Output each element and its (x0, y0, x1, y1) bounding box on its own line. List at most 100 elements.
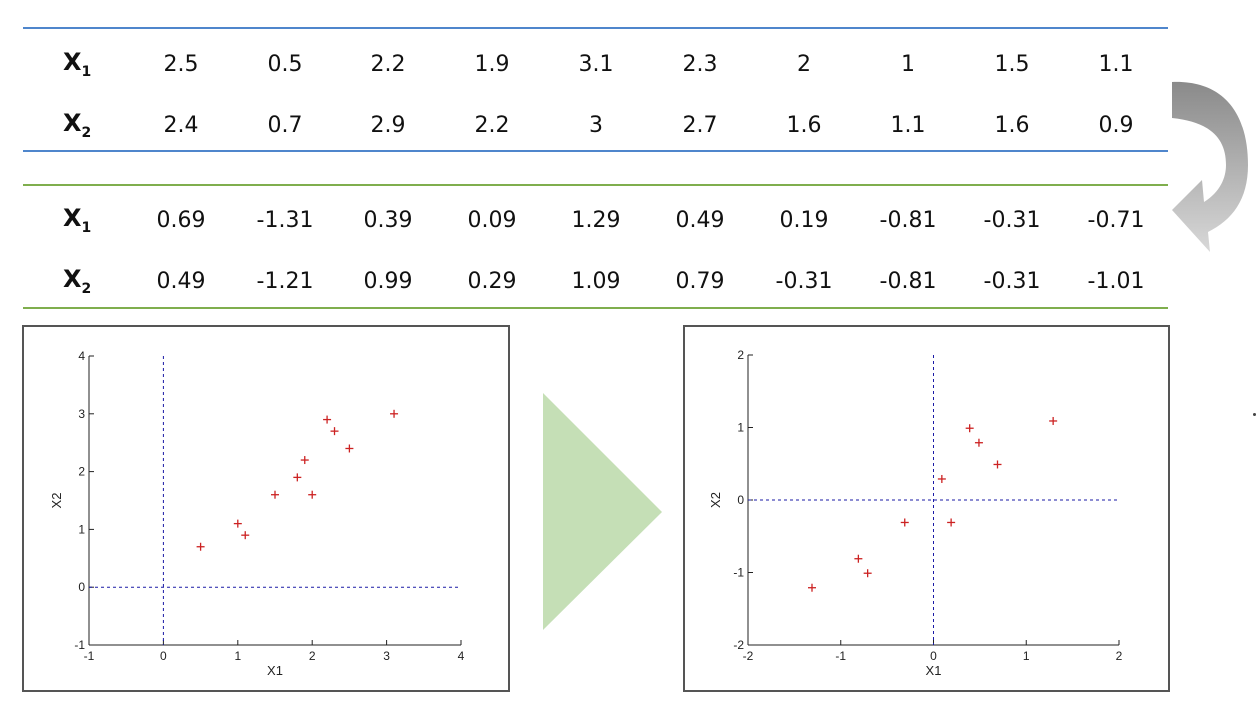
data-point (345, 444, 354, 453)
mid-blue-rule (23, 150, 1168, 152)
data-point (293, 473, 302, 482)
table-cell: -0.81 (879, 269, 937, 294)
y-axis-label: X2 (49, 493, 64, 509)
x-tick-label: 4 (458, 649, 465, 663)
table-cell: 3 (589, 113, 603, 138)
table-cell: 1.29 (571, 208, 621, 233)
y-tick-label: 2 (78, 465, 85, 479)
data-point (947, 518, 956, 527)
x-tick-label: 1 (1023, 649, 1030, 663)
y-tick-label: 4 (78, 349, 85, 363)
stray-dot (1253, 413, 1256, 416)
table-cell: -0.81 (879, 208, 937, 233)
transform-triangle-icon (543, 393, 662, 630)
data-point (300, 456, 309, 465)
x-tick-label: 2 (1116, 649, 1123, 663)
data-point (308, 490, 317, 499)
table-row-x2-original: X2 2.4 0.7 2.9 2.2 3 2.7 1.6 1.1 1.6 0.9 (23, 101, 1168, 151)
data-point (854, 554, 863, 563)
data-point (974, 438, 983, 447)
data-point (863, 569, 872, 578)
data-point (323, 415, 332, 424)
x-axis-label: X1 (267, 663, 283, 678)
table-cell: -0.31 (983, 269, 1041, 294)
table-cell: 2.7 (682, 113, 718, 138)
curved-arrow-icon (1172, 81, 1248, 252)
y-tick-label: 1 (78, 522, 85, 536)
table-cell: -1.01 (1087, 269, 1145, 294)
table-cell: 0.9 (1098, 113, 1134, 138)
data-point (330, 427, 339, 436)
x-tick-label: 3 (383, 649, 390, 663)
table-cell: 1 (901, 52, 915, 77)
mid-green-rule (23, 184, 1168, 186)
table-cell: 1.5 (994, 52, 1030, 77)
x-tick-label: -2 (743, 649, 754, 663)
data-point (807, 583, 816, 592)
table-cell: 0.19 (779, 208, 829, 233)
scatter-plot-centered-svg: -2 -1 0 1 2 -2 -1 0 1 2 X1 X2 (708, 348, 1123, 678)
data-point (900, 518, 909, 527)
y-tick-label: 0 (78, 580, 85, 594)
table-cell: 2.4 (163, 113, 199, 138)
y-tick-label: 1 (737, 421, 744, 435)
x-axis-label: X1 (926, 663, 942, 678)
row-label: X1 (63, 204, 92, 236)
scatter-plot-original-svg: -1 0 1 2 3 4 -1 0 1 2 3 4 X1 X2 (49, 349, 465, 678)
table-cell: 0.49 (156, 269, 206, 294)
data-point (271, 490, 279, 499)
x-tick-label: -1 (84, 649, 95, 663)
table-row-x1-original: X1 2.5 0.5 2.2 1.9 3.1 2.3 2 1 1.5 1.1 (23, 40, 1168, 90)
table-cell: 1.1 (1098, 52, 1134, 77)
data-point (196, 542, 205, 551)
row-label: X2 (63, 109, 92, 141)
table-cell: 2 (797, 52, 811, 77)
data-point (937, 474, 946, 483)
data-point (993, 460, 1002, 469)
y-tick-label: -1 (74, 638, 85, 652)
data-point (965, 424, 974, 433)
y-tick-label: 0 (737, 493, 744, 507)
table-cell: 1.09 (571, 269, 621, 294)
table-cell: -0.31 (983, 208, 1041, 233)
table-cell: 0.99 (363, 269, 413, 294)
table-cell: 2.5 (163, 52, 199, 77)
top-blue-rule (23, 27, 1168, 29)
table-cell: 2.9 (370, 113, 406, 138)
y-axis-label: X2 (708, 492, 723, 508)
table-cell: 1.1 (890, 113, 926, 138)
table-cell: 0.5 (267, 52, 303, 77)
data-point (233, 519, 242, 528)
table-cell: 0.29 (467, 269, 517, 294)
x-tick-label: -1 (835, 649, 846, 663)
y-tick-label: -1 (733, 566, 744, 580)
data-point (241, 531, 250, 540)
table-cell: -0.71 (1087, 208, 1145, 233)
table-cell: 2.3 (682, 52, 718, 77)
table-cell: -0.31 (775, 269, 833, 294)
table-cell: 0.49 (675, 208, 725, 233)
table-cell: 3.1 (578, 52, 614, 77)
y-tick-label: 2 (737, 348, 744, 362)
row-label: X2 (63, 265, 92, 297)
bottom-green-rule (23, 307, 1168, 309)
table-row-x1-centered: X1 0.69 -1.31 0.39 0.09 1.29 0.49 0.19 -0.81 -0.… (23, 196, 1168, 246)
table-cell: -1.21 (256, 269, 314, 294)
table-cell: 0.79 (675, 269, 725, 294)
data-point (1049, 416, 1058, 425)
data-point (390, 409, 399, 418)
y-tick-label: -2 (733, 638, 744, 652)
table-cell: 0.09 (467, 208, 517, 233)
x-tick-label: 0 (160, 649, 167, 663)
row-label: X1 (63, 48, 92, 80)
table-cell: 0.7 (267, 113, 303, 138)
x-tick-label: 0 (930, 649, 937, 663)
x-tick-label: 1 (234, 649, 241, 663)
y-tick-label: 3 (78, 407, 85, 421)
table-cell: -1.31 (256, 208, 314, 233)
table-cell: 0.39 (363, 208, 413, 233)
table-row-x2-centered: X2 0.49 -1.21 0.99 0.29 1.09 0.79 -0.31 -0.81 -0… (23, 257, 1168, 307)
table-cell: 2.2 (370, 52, 406, 77)
table-cell: 1.6 (786, 113, 822, 138)
table-cell: 2.2 (474, 113, 510, 138)
